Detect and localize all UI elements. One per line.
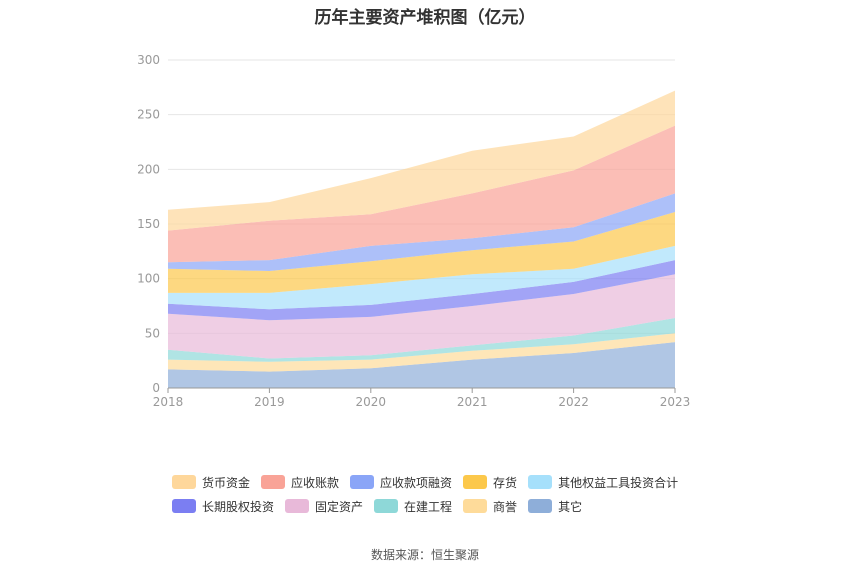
area-series-0: [168, 342, 675, 388]
legend-swatch: [172, 475, 196, 489]
area-series-8: [168, 125, 675, 263]
area-series-2: [168, 318, 675, 362]
legend: 货币资金 应收账款 应收款项融资 存货 其他权益工具投资合计 长期股权投资 固定资产 在建工…: [172, 470, 732, 518]
legend-label: 在建工程: [404, 499, 453, 514]
legend-row-1: 货币资金 应收账款 应收款项融资 存货 其他权益工具投资合计: [172, 470, 732, 494]
legend-swatch: [528, 499, 553, 513]
area-series: [168, 90, 675, 388]
legend-item[interactable]: 长期股权投资: [172, 498, 274, 515]
legend-swatch: [463, 499, 488, 513]
y-tick-label: 150: [137, 217, 160, 231]
chart-title: 历年主要资产堆积图（亿元）: [314, 8, 536, 28]
area-series-4: [168, 260, 675, 321]
legend-label: 其它: [558, 499, 583, 514]
legend-swatch: [463, 475, 488, 489]
x-tick-label: 2021: [457, 395, 488, 409]
area-series-5: [168, 245, 675, 310]
legend-item[interactable]: 应收账款: [261, 474, 339, 491]
legend-label: 存货: [493, 475, 518, 490]
source-note: 数据来源：恒生聚源: [370, 548, 479, 562]
legend-item[interactable]: 其他权益工具投资合计: [528, 474, 678, 491]
area-series-3: [168, 274, 675, 359]
legend-label: 货币资金: [202, 475, 251, 490]
y-tick-label: 50: [145, 326, 160, 340]
legend-swatch: [172, 499, 196, 513]
x-tick-label: 2022: [558, 395, 589, 409]
x-tick-label: 2018: [153, 395, 184, 409]
area-series-7: [168, 193, 675, 271]
y-tick-label: 300: [137, 53, 160, 67]
y-tick-label: 0: [152, 381, 160, 395]
legend-row-2: 长期股权投资 固定资产 在建工程 商誉 其它: [172, 494, 732, 518]
legend-swatch: [285, 499, 310, 513]
legend-item[interactable]: 存货: [463, 474, 517, 491]
axes: 0 50 100 150 200 250 300 2018 2019 2020 2021 2022 20…: [137, 53, 690, 409]
legend-label: 其他权益工具投资合计: [558, 475, 679, 490]
legend-swatch: [374, 499, 399, 513]
legend-item[interactable]: 在建工程: [374, 498, 452, 515]
y-tick-label: 100: [137, 272, 160, 286]
y-tick-label: 250: [137, 108, 160, 122]
legend-label: 应收账款: [291, 475, 340, 490]
legend-item[interactable]: 固定资产: [285, 498, 363, 515]
y-tick-label: 200: [137, 162, 160, 176]
legend-item[interactable]: 货币资金: [172, 474, 250, 491]
x-tick-label: 2020: [356, 395, 387, 409]
x-tick-label: 2023: [660, 395, 691, 409]
legend-label: 固定资产: [315, 499, 364, 514]
legend-label: 长期股权投资: [202, 499, 275, 514]
legend-swatch: [350, 475, 375, 489]
legend-item[interactable]: 其它: [528, 498, 582, 515]
legend-swatch: [528, 475, 553, 489]
legend-item[interactable]: 应收款项融资: [350, 474, 452, 491]
legend-label: 应收款项融资: [380, 475, 453, 490]
legend-swatch: [261, 475, 286, 489]
area-series-6: [168, 212, 675, 293]
area-series-1: [168, 333, 675, 372]
legend-label: 商誉: [493, 499, 518, 514]
legend-item[interactable]: 商誉: [463, 498, 517, 515]
area-series-9: [168, 90, 675, 231]
x-tick-label: 2019: [254, 395, 285, 409]
